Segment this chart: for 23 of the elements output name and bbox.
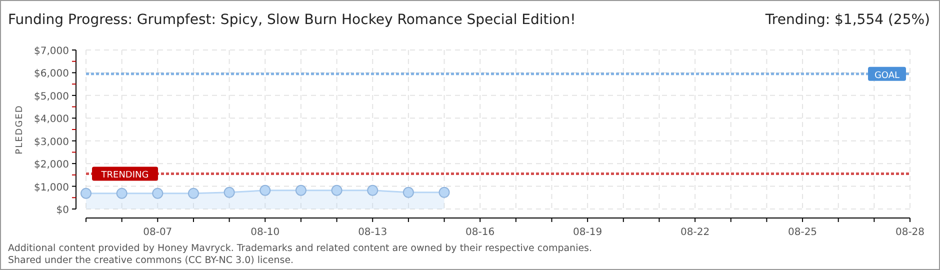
x-tick-label: 08-22 [680,227,710,238]
text: Shared under the creative commons (CC BY-NC 3.0) license. [8,255,294,266]
y-tick-label: $1,000 [34,182,69,194]
text: Trending: $1,554 (25%) [764,12,930,28]
y-axis-title: PLEDGED [15,104,25,154]
x-tick-label: 08-16 [466,227,495,238]
x-tick-label: 08-19 [573,227,602,238]
y-tick-label: $6,000 [34,68,69,80]
ref-line-label: TRENDING [100,170,149,181]
x-tick-label: 08-07 [143,227,172,238]
x-tick-label: 08-10 [250,227,280,238]
chart-title: Funding Progress: Grumpfest: Spicy, Slow Burn Hockey Romance Special Edition! [8,12,576,28]
x-tick-label: 08-28 [895,227,925,238]
y-tick-label: $2,000 [34,160,69,171]
text: Additional content provided by Honey Mavryck. Trademarks and related content are owned by their respective companies. [8,243,592,254]
ref-line-label: GOAL [874,70,900,81]
y-tick-label: $0 [56,205,69,216]
y-tick-label: $5,000 [34,91,69,102]
x-tick-label: 08-25 [788,227,818,238]
y-tick-label: $3,000 [34,136,69,148]
y-tick-label: $4,000 [34,114,69,126]
y-tick-label: $7,000 [34,46,69,57]
x-tick-label: 08-13 [358,227,388,238]
